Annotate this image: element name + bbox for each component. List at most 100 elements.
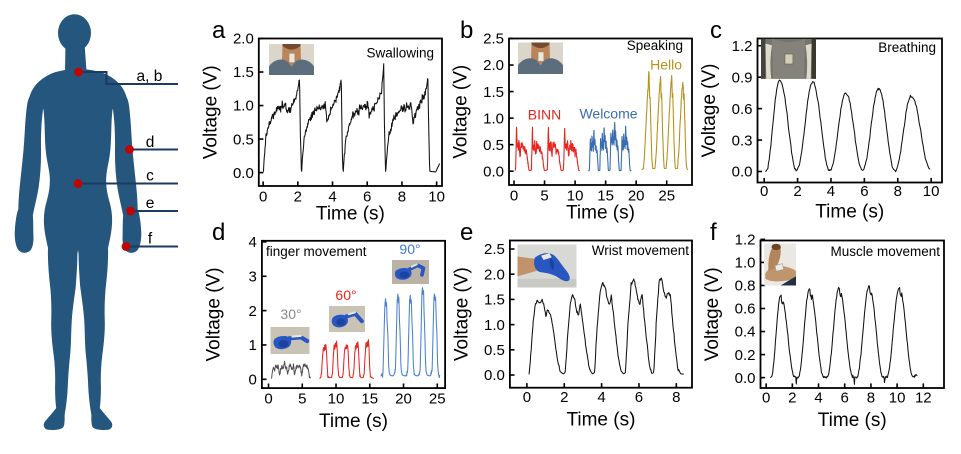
photo-glove-shading (549, 257, 555, 271)
panel-b-xtick-label: 25 (658, 188, 675, 205)
panel-d-xlabel: Time (s) (319, 411, 388, 432)
panel-c-ytick-label: 0.3 (732, 132, 753, 149)
photo-glove-folds (399, 271, 410, 279)
photo-sensor (537, 51, 545, 62)
panel-d-inset-photo-finger60 (329, 306, 365, 332)
panel-a-xtick-label: 0 (259, 189, 267, 206)
panel-a-ylabel: Voltage (V) (200, 65, 221, 159)
panel-d-frame (260, 239, 446, 390)
panel-f-ylabel: Voltage (V) (702, 267, 723, 361)
photo-finger-sensor (291, 334, 302, 338)
photo-finger-sensor (347, 311, 356, 316)
panel-c-xtick-label: 0 (760, 183, 768, 200)
panel-f: 0 2 4 6 8 10 12 0.0 0.2 0.4 0.6 0.8 1.0 1.2 Time (s) Vo… (702, 219, 945, 431)
panel-b-ytick-label: 1.0 (483, 110, 504, 127)
panel-d-curve-2 (380, 287, 441, 379)
body-marker-f: f (121, 231, 178, 251)
panel-f-inset-photo-arm (764, 243, 796, 286)
panel-letter-c: c (710, 17, 722, 44)
marker-dot (74, 67, 83, 77)
panel-a-xtick-label: 4 (328, 189, 336, 206)
panel-b-curve-2 (641, 70, 689, 171)
photo-sensor (784, 53, 794, 65)
panel-f-ytick-label: 1.0 (735, 255, 756, 272)
panel-e-xtick-label: 8 (672, 389, 680, 406)
panel-b-annotation-0: Speaking (627, 38, 683, 53)
panel-d-curve-1 (319, 339, 375, 379)
photo-shirt (518, 58, 563, 74)
panel-b-inset-photo-neck (518, 42, 563, 74)
body-marker-d: d (125, 134, 178, 154)
photo-sensor (541, 253, 552, 260)
photo-right-highlight (805, 43, 812, 79)
panel-d-xtick-label: 5 (298, 391, 306, 408)
marker-dot (126, 206, 135, 216)
marker-label: a, b (137, 68, 163, 85)
panel-c-xtick-label: 10 (923, 183, 940, 200)
panel-f-frame (759, 239, 945, 389)
panel-b-annotation-1: Hello (650, 57, 682, 73)
panel-b-xtick-label: 0 (510, 188, 518, 205)
photo-left-dark (761, 38, 766, 79)
panel-e: 0 2 4 6 8 0.0 0.5 1.0 1.5 2.0 2.5 Time (s) Voltage (… (451, 219, 693, 431)
panel-c-xtick-label: 2 (793, 183, 801, 200)
panel-a-xtick-label: 10 (428, 189, 445, 206)
panel-c-ylabel: Voltage (V) (699, 64, 720, 158)
panel-e-ylabel: Voltage (V) (451, 267, 472, 361)
photo-clothing (780, 276, 796, 286)
panel-c-frame (756, 37, 943, 184)
panel-f-xtick-label: 10 (889, 390, 906, 407)
panel-a-frame (257, 37, 443, 187)
panel-f-ytick-label: 0.6 (735, 301, 756, 318)
panel-e-series (528, 277, 684, 375)
panel-c-ytick-label: 0.6 (732, 101, 753, 118)
panel-f-xtick-label: 2 (788, 390, 796, 407)
panel-e-xtick-label: 0 (523, 389, 531, 406)
body-left-arm (14, 86, 44, 253)
panel-b-ytick-label: 2.0 (483, 57, 504, 74)
panel-d-ytick-label: 3 (249, 268, 257, 285)
photo-sensor (774, 263, 785, 272)
panel-c-xtick-label: 4 (827, 183, 835, 200)
photo-shirt (269, 59, 314, 75)
panel-e-ytick-label: 2.0 (484, 266, 505, 283)
panel-f-ytick-label: 0.4 (735, 324, 756, 341)
body-head (58, 14, 91, 52)
panel-b: 0 5 10 15 20 25 0.0 0.5 1.0 1.5 2.0 2.5 Time (s) Volt… (451, 17, 693, 224)
photo-glove-finger (344, 311, 364, 324)
marker-label: d (146, 134, 155, 151)
panel-letter-d: d (212, 219, 225, 246)
body-marker-e: e (126, 195, 178, 216)
panel-a-ytick-label: 0.0 (233, 165, 254, 182)
body-marker-ab: a, b (74, 67, 178, 85)
photo-left-highlight (765, 43, 772, 79)
photo-glove-folds (278, 339, 289, 348)
panel-b-xtick-label: 20 (628, 188, 645, 205)
panel-b-annotation-2: BINN (528, 107, 561, 123)
panel-b-ytick-label: 0.5 (483, 137, 504, 154)
panel-a-ytick-label: 1.0 (233, 98, 254, 115)
panel-letter-a: a (212, 17, 226, 44)
panel-letter-b: b (460, 17, 473, 44)
panel-b-ytick-label: 2.5 (483, 31, 504, 48)
marker-dot (125, 145, 134, 154)
panel-f-xtick-label: 4 (814, 390, 822, 407)
panel-c-xtick-label: 6 (860, 183, 868, 200)
panel-e-ytick-label: 1.5 (484, 292, 505, 309)
photo-finger-sensor (410, 263, 418, 268)
panel-d-annotation-0: finger movement (266, 244, 367, 259)
panel-f-xlabel: Time (s) (818, 410, 887, 431)
panel-d-ytick-label: 0 (249, 372, 257, 389)
panel-f-ytick-label: 0.2 (735, 347, 756, 364)
photo-chin (531, 42, 550, 49)
marker-dot (121, 242, 131, 251)
panel-e-curve-0 (528, 277, 684, 375)
panel-c-xlabel: Time (s) (815, 202, 884, 223)
panel-f-xtick-label: 8 (867, 390, 875, 407)
panel-f-ytick-label: 0.0 (735, 370, 756, 387)
panel-b-xlabel: Time (s) (566, 203, 635, 224)
panel-f-ytick-label: 1.2 (735, 232, 756, 249)
panel-b-frame (508, 37, 693, 186)
panel-b-xtick-label: 10 (567, 188, 584, 205)
marker-label: e (146, 195, 155, 212)
